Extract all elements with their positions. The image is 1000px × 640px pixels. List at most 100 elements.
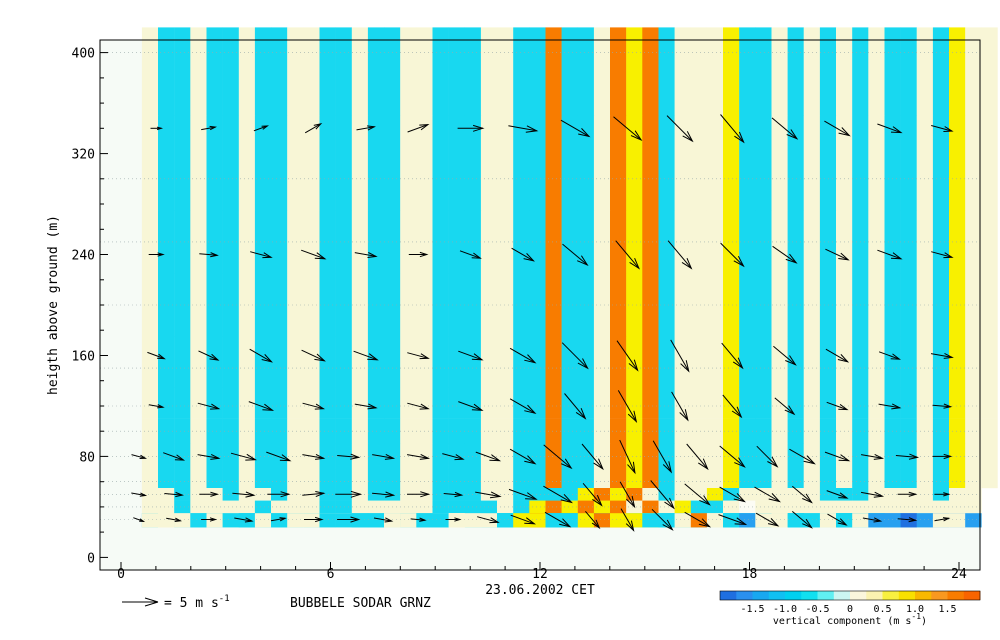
heatmap-cell bbox=[771, 418, 788, 445]
heatmap-cell bbox=[561, 500, 578, 514]
wind-arrow bbox=[686, 443, 709, 471]
wind-arrow-shaft bbox=[407, 454, 429, 459]
heatmap-cell bbox=[739, 443, 756, 470]
wind-arrow-head bbox=[838, 127, 851, 137]
wind-arrow-shaft bbox=[407, 124, 429, 133]
wind-arrow-head bbox=[384, 517, 394, 523]
wind-arrow-shaft bbox=[720, 114, 744, 143]
wind-arrow bbox=[722, 394, 743, 419]
wind-arrow-head bbox=[625, 520, 635, 532]
colorbar-tick-label: 0.5 bbox=[873, 604, 891, 615]
heatmap-cell bbox=[238, 273, 256, 337]
colorbar-tick-label: 1.0 bbox=[906, 604, 924, 615]
heatmap-cell bbox=[626, 418, 643, 445]
heatmap-cell bbox=[529, 469, 546, 489]
heatmap-cell bbox=[206, 500, 223, 514]
heatmap-cell bbox=[158, 513, 175, 528]
wind-arrow bbox=[620, 508, 635, 532]
wind-arrow bbox=[651, 508, 674, 531]
wind-arrow bbox=[131, 454, 148, 459]
heatmap-cell bbox=[884, 27, 901, 116]
wind-arrow-shaft bbox=[458, 401, 483, 411]
wind-arrow bbox=[133, 517, 146, 522]
wind-arrow bbox=[267, 491, 291, 498]
wind-arrow-shaft bbox=[197, 402, 219, 410]
heatmap-cell bbox=[787, 488, 804, 501]
heatmap-cell bbox=[480, 27, 498, 116]
heatmap-cell bbox=[577, 443, 595, 470]
wind-arrow-shaft bbox=[459, 250, 481, 259]
wind-arrow-shaft bbox=[163, 452, 184, 461]
heatmap-cell bbox=[416, 115, 433, 211]
heatmap-cell bbox=[642, 513, 659, 528]
wind-arrow bbox=[931, 251, 954, 259]
heatmap-cell bbox=[529, 115, 546, 211]
heatmap-cell bbox=[141, 443, 159, 470]
wind-arrow-shaft bbox=[651, 508, 673, 531]
wind-arrow bbox=[356, 125, 376, 131]
heatmap-cell bbox=[238, 336, 256, 388]
heatmap-cell bbox=[949, 115, 966, 211]
wind-arrow-head bbox=[523, 253, 535, 262]
heatmap-cell bbox=[674, 387, 691, 419]
heatmap-cell bbox=[206, 513, 223, 528]
wind-arrow-shaft bbox=[684, 511, 710, 528]
wind-arrow bbox=[671, 391, 689, 422]
heatmap-cell bbox=[577, 273, 595, 337]
x-tick-label: 24 bbox=[951, 567, 967, 582]
wind-arrow bbox=[335, 490, 363, 498]
heatmap-cell bbox=[303, 387, 320, 419]
wind-arrow-head bbox=[890, 126, 903, 134]
wind-arrow-head bbox=[575, 408, 587, 420]
wind-arrow bbox=[560, 119, 591, 138]
heatmap-cell bbox=[174, 418, 191, 445]
heatmap-cell bbox=[529, 500, 546, 514]
wind-arrow-head bbox=[578, 128, 591, 138]
wind-arrow-shaft bbox=[615, 240, 640, 269]
wind-arrow bbox=[509, 347, 537, 364]
wind-arrow bbox=[253, 125, 269, 132]
wind-arrow-head bbox=[731, 406, 743, 419]
heatmap-cell bbox=[610, 469, 627, 489]
reference-arrow-label: = 5 m s-1 bbox=[164, 594, 230, 611]
wind-arrow-shaft bbox=[895, 455, 918, 458]
wind-arrow bbox=[934, 517, 951, 522]
heatmap-cell bbox=[222, 469, 239, 489]
wind-arrow-shaft bbox=[619, 481, 635, 508]
colorbar-swatch bbox=[801, 591, 818, 600]
heatmap-cell bbox=[303, 336, 320, 388]
heatmap-cell bbox=[577, 500, 595, 514]
heatmap-cell bbox=[593, 500, 611, 514]
wind-arrow-shaft bbox=[684, 483, 710, 506]
wind-arrow-shaft bbox=[897, 518, 916, 521]
heatmap-cell bbox=[432, 387, 449, 419]
heatmap-cell bbox=[981, 387, 998, 419]
heatmap-cell bbox=[529, 273, 546, 337]
wind-arrow-head bbox=[350, 490, 363, 498]
heatmap-cell bbox=[303, 500, 320, 514]
reference-arrow-head bbox=[144, 597, 159, 607]
y-tick-label: 400 bbox=[72, 47, 95, 62]
heatmap-cell bbox=[561, 469, 578, 489]
wind-arrow-head bbox=[261, 354, 273, 363]
heatmap-cell bbox=[755, 513, 772, 528]
wind-arrow-shaft bbox=[791, 485, 812, 503]
y-axis-label: heigth above ground (m) bbox=[46, 215, 61, 395]
wind-arrow-shaft bbox=[147, 351, 165, 360]
heatmap-cell bbox=[852, 115, 869, 211]
heatmap-cell bbox=[852, 336, 869, 388]
wind-arrow-head bbox=[524, 455, 537, 465]
heatmap-cell bbox=[254, 336, 272, 388]
heatmap-cell bbox=[158, 387, 175, 419]
heatmap-cell bbox=[868, 336, 885, 388]
wind-arrow bbox=[301, 249, 327, 260]
heatmap-cell bbox=[642, 469, 659, 489]
heatmap-cell bbox=[642, 27, 659, 116]
heatmap-cell bbox=[545, 27, 562, 116]
heatmap-cell bbox=[852, 27, 869, 116]
wind-arrow-shaft bbox=[582, 482, 602, 506]
heatmap-cell bbox=[158, 336, 175, 388]
heatmap-cell bbox=[932, 513, 950, 528]
heatmap-cell bbox=[561, 488, 578, 501]
wind-arrow-shaft bbox=[250, 251, 272, 258]
